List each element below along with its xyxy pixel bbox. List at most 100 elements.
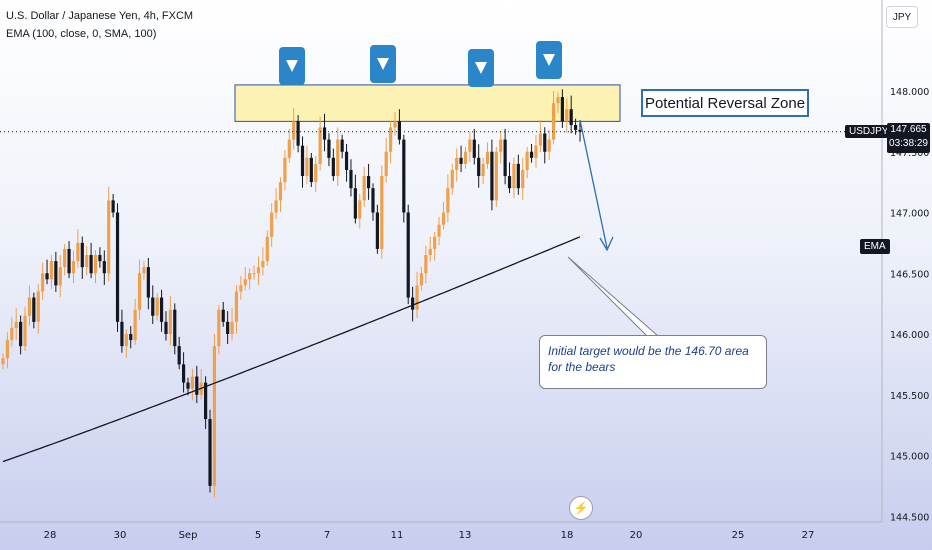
candle-body bbox=[204, 382, 208, 420]
candle-body bbox=[565, 109, 569, 122]
candle-body bbox=[534, 145, 538, 158]
candle-body bbox=[358, 200, 362, 219]
candle-body bbox=[362, 176, 366, 201]
top-marker-2-icon bbox=[370, 45, 396, 83]
y-tick-label: 144.500 bbox=[890, 512, 929, 523]
candle-body bbox=[411, 297, 415, 310]
candle-body bbox=[455, 157, 459, 170]
note-pointer bbox=[567, 256, 660, 337]
candle-body bbox=[344, 151, 349, 170]
candle-body bbox=[380, 176, 384, 249]
candle-body bbox=[353, 188, 357, 219]
candle-body bbox=[402, 139, 406, 213]
candle-body bbox=[433, 236, 437, 249]
candle-body bbox=[32, 297, 36, 322]
chart-title: U.S. Dollar / Japanese Yen, 4h, FXCM bbox=[6, 10, 194, 22]
candle-body bbox=[76, 242, 80, 262]
symbol-tag: USDJPY bbox=[845, 125, 893, 138]
candle-body bbox=[54, 261, 58, 286]
candle-body bbox=[507, 176, 512, 189]
projection-arrowhead bbox=[599, 236, 614, 252]
candle-body bbox=[569, 109, 573, 126]
candle-body bbox=[428, 248, 432, 256]
candle-body bbox=[512, 163, 516, 189]
candle-body bbox=[516, 163, 520, 189]
candle-body bbox=[23, 315, 27, 347]
indicator-legend[interactable]: EMA (100, close, 0, SMA, 100) bbox=[6, 28, 157, 40]
ema-tag: EMA bbox=[860, 239, 890, 254]
candle-body bbox=[481, 163, 485, 177]
candle-body bbox=[133, 309, 137, 341]
candle-body bbox=[159, 297, 164, 322]
candle-body bbox=[71, 261, 76, 274]
candle-body bbox=[221, 309, 225, 322]
top-marker-4-icon bbox=[536, 41, 562, 79]
candle-body bbox=[424, 255, 428, 274]
candle-body bbox=[503, 139, 507, 177]
candle-body bbox=[142, 267, 146, 274]
candle-body bbox=[538, 133, 542, 146]
candle-body bbox=[472, 139, 476, 158]
x-tick-label: 7 bbox=[324, 530, 330, 541]
x-tick-label: 20 bbox=[630, 530, 643, 541]
candle-body bbox=[490, 151, 494, 201]
candle-body bbox=[226, 321, 230, 334]
candle-body bbox=[547, 139, 551, 152]
candle-body bbox=[556, 97, 560, 104]
candle-body bbox=[371, 188, 375, 213]
candle-body bbox=[305, 157, 309, 177]
lightning-icon[interactable]: ⚡ bbox=[569, 496, 593, 520]
candle-body bbox=[578, 129, 582, 132]
candle-body bbox=[318, 127, 322, 164]
x-tick-label: 30 bbox=[114, 530, 127, 541]
candle-body bbox=[314, 163, 318, 183]
y-tick-label: 147.000 bbox=[890, 209, 929, 220]
candle-body bbox=[340, 139, 344, 152]
candle-body bbox=[397, 121, 402, 140]
candle-body bbox=[406, 212, 410, 298]
candle-body bbox=[441, 212, 446, 225]
candle-body bbox=[5, 340, 10, 359]
candle-body bbox=[14, 321, 18, 328]
candle-body bbox=[111, 200, 115, 213]
reversal-zone bbox=[234, 84, 621, 122]
top-marker-3-icon bbox=[468, 49, 494, 87]
candle-body bbox=[173, 309, 177, 347]
candle-body bbox=[525, 151, 529, 170]
candle-body bbox=[292, 121, 296, 140]
currency-button[interactable]: JPY bbox=[886, 6, 918, 28]
candle-body bbox=[450, 169, 454, 189]
candle-body bbox=[252, 273, 256, 275]
candle-body bbox=[164, 321, 168, 334]
candle-body bbox=[485, 151, 490, 164]
candle-body bbox=[155, 297, 159, 316]
candle-body bbox=[248, 273, 252, 280]
candle-body bbox=[217, 309, 221, 347]
y-tick-label: 145.000 bbox=[890, 452, 929, 463]
candle-body bbox=[124, 334, 128, 347]
candle-body bbox=[494, 151, 498, 201]
current-price: 147.665 bbox=[890, 124, 927, 135]
candle-body bbox=[265, 236, 269, 262]
x-tick-label: 27 bbox=[802, 530, 815, 541]
candle-body bbox=[190, 376, 194, 389]
candle-body bbox=[437, 224, 441, 237]
candle-body bbox=[45, 273, 49, 280]
candle-body bbox=[296, 121, 300, 146]
target-note: Initial target would be the 146.70 area … bbox=[539, 335, 767, 389]
candle-body bbox=[336, 139, 340, 177]
candle-body bbox=[49, 261, 54, 280]
x-tick-label: 11 bbox=[391, 530, 404, 541]
candle-body bbox=[115, 212, 120, 322]
candle-body bbox=[41, 273, 45, 292]
candle-body bbox=[375, 212, 379, 249]
candle-body bbox=[278, 182, 283, 201]
x-tick-label: 28 bbox=[44, 530, 57, 541]
candle-body bbox=[80, 242, 84, 268]
candle-body bbox=[573, 125, 578, 130]
candle-body bbox=[151, 297, 155, 316]
candle-body bbox=[208, 419, 212, 486]
candle-body bbox=[366, 176, 371, 189]
